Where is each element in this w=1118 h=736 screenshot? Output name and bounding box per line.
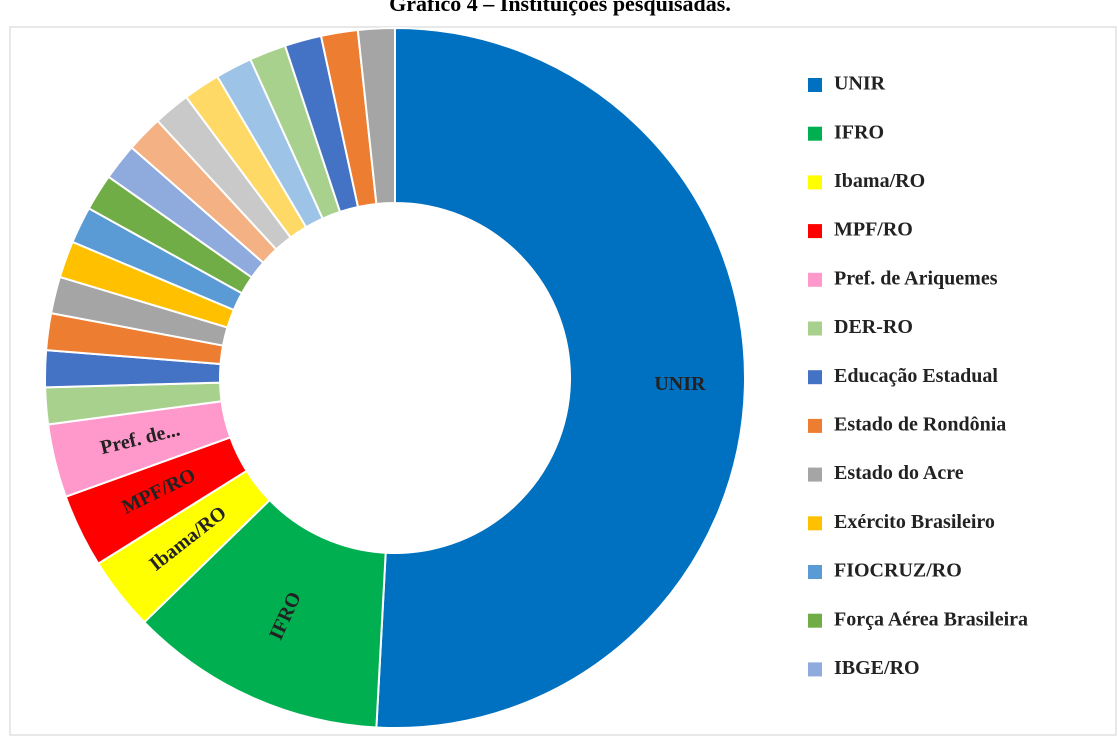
legend-label: Estado de Rondônia — [834, 413, 1006, 435]
legend-swatch — [808, 78, 822, 92]
legend-label: Pref. de Ariquemes — [834, 267, 998, 289]
legend-label: Educação Estadual — [834, 365, 998, 387]
donut-slice — [375, 26, 746, 729]
legend-label: Força Aérea Brasileira — [834, 608, 1028, 630]
legend-label: UNIR — [834, 73, 886, 95]
chart-border — [9, 26, 1117, 736]
legend-label: MPF/RO — [834, 219, 913, 241]
legend-label: Ibama/RO — [834, 170, 925, 192]
chart-title: Gráfico 4 – Instituições pesquisadas. — [389, 0, 731, 16]
legend-swatch — [808, 565, 822, 579]
legend-swatch — [808, 467, 822, 482]
legend-swatch — [808, 370, 822, 385]
legend-swatch — [808, 662, 822, 677]
legend-label: Estado do Acre — [834, 462, 964, 484]
legend-swatch — [808, 126, 822, 141]
legend-swatch — [808, 224, 822, 239]
legend-label: IFRO — [834, 121, 884, 143]
legend-swatch — [808, 516, 822, 531]
legend-swatch — [808, 175, 822, 190]
legend-swatch — [808, 418, 822, 433]
donut-slice — [356, 26, 396, 206]
legend-swatch — [808, 613, 822, 628]
legend-swatch — [808, 321, 822, 336]
slice-label: UNIR — [654, 373, 706, 395]
legend-label: DER-RO — [834, 316, 913, 338]
legend-swatch — [808, 272, 822, 287]
donut-slice — [142, 498, 387, 729]
legend-label: IBGE/RO — [834, 657, 920, 679]
legend-label: Exército Brasileiro — [834, 511, 995, 533]
legend-label: FIOCRUZ/RO — [834, 560, 962, 582]
